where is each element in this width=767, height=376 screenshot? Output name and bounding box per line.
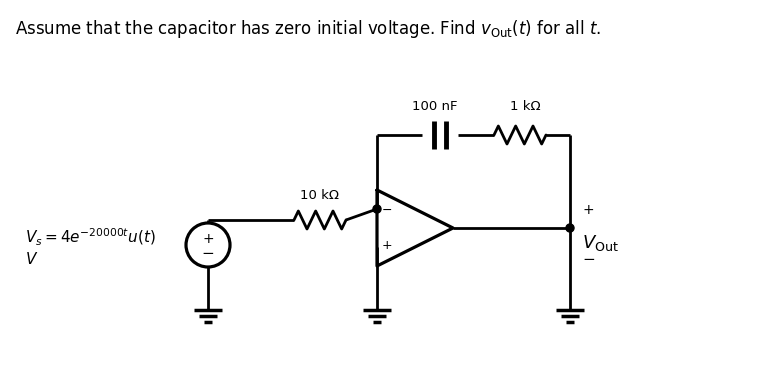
Text: −: − — [202, 246, 214, 261]
Circle shape — [373, 205, 381, 213]
Text: 10 kΩ: 10 kΩ — [301, 189, 340, 202]
Text: +: + — [582, 203, 594, 217]
Text: 100 nF: 100 nF — [412, 100, 458, 113]
Text: $V_{\mathrm{Out}}$: $V_{\mathrm{Out}}$ — [582, 233, 619, 253]
Text: −: − — [382, 205, 392, 217]
Text: −: − — [582, 253, 594, 267]
Text: $V$: $V$ — [25, 251, 38, 267]
Text: +: + — [202, 232, 214, 246]
Text: 1 kΩ: 1 kΩ — [510, 100, 540, 113]
Text: $V_s = 4e^{-20000t}u(t)$: $V_s = 4e^{-20000t}u(t)$ — [25, 226, 156, 247]
Text: +: + — [382, 239, 392, 252]
Text: Assume that the capacitor has zero initial voltage. Find $v_{\mathrm{Out}}(t)$ f: Assume that the capacitor has zero initi… — [15, 18, 601, 40]
Circle shape — [566, 224, 574, 232]
